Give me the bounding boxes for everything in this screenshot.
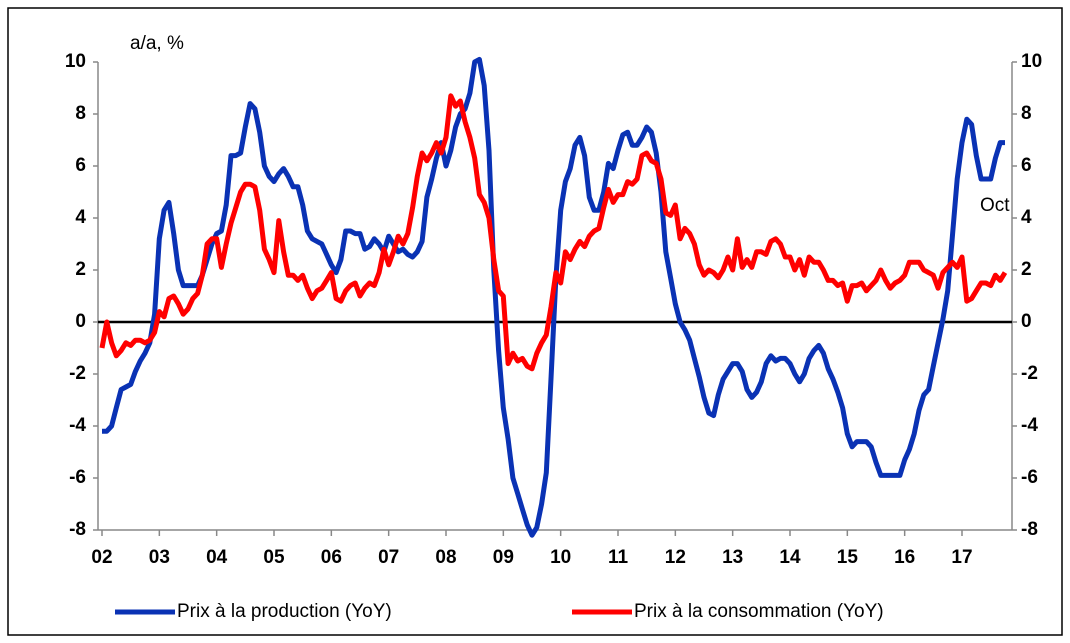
- y-tick-label: -2: [69, 363, 86, 384]
- y2-tick-label: -6: [1021, 467, 1038, 488]
- x-tick-label: 04: [206, 547, 228, 568]
- y-tick-label: -8: [69, 519, 86, 540]
- x-tick-label: 17: [951, 547, 972, 568]
- y2-tick-label: 4: [1021, 207, 1032, 228]
- legend-label: Prix à la production (YoY): [177, 601, 392, 622]
- y2-tick-label: 10: [1021, 51, 1042, 72]
- y2-tick-label: 8: [1021, 103, 1032, 124]
- x-tick-label: 03: [149, 547, 170, 568]
- x-tick-label: 12: [665, 547, 686, 568]
- x-tick-label: 16: [894, 547, 915, 568]
- annotation: Oct: [980, 195, 1010, 216]
- y-tick-label: 8: [75, 103, 86, 124]
- x-tick-label: 14: [779, 547, 801, 568]
- y-tick-label: 4: [75, 207, 86, 228]
- y-tick-label: 10: [65, 51, 86, 72]
- y2-tick-label: -8: [1021, 519, 1038, 540]
- y2-tick-label: -4: [1021, 415, 1038, 436]
- y-axis-label: a/a, %: [130, 33, 184, 54]
- y-tick-label: 0: [75, 311, 86, 332]
- x-tick-label: 11: [608, 547, 629, 568]
- legend-label: Prix à la consommation (YoY): [634, 601, 884, 622]
- x-tick-label: 15: [837, 547, 859, 568]
- x-tick-label: 06: [321, 547, 342, 568]
- y-tick-label: -4: [69, 415, 86, 436]
- series-line: [102, 56, 1005, 538]
- y-tick-label: 2: [75, 259, 86, 280]
- y-tick-label: -6: [69, 467, 86, 488]
- y-tick-label: 6: [75, 155, 86, 176]
- x-tick-label: 05: [263, 547, 285, 568]
- x-tick-label: 10: [550, 547, 571, 568]
- x-tick-label: 13: [722, 547, 743, 568]
- y2-tick-label: 6: [1021, 155, 1032, 176]
- y2-tick-label: 0: [1021, 311, 1032, 332]
- x-tick-label: 02: [91, 547, 112, 568]
- x-tick-label: 08: [435, 547, 456, 568]
- x-tick-label: 07: [378, 547, 399, 568]
- x-tick-label: 09: [493, 547, 514, 568]
- y2-tick-label: -2: [1021, 363, 1038, 384]
- y2-tick-label: 2: [1021, 259, 1032, 280]
- series-line: [99, 93, 1008, 372]
